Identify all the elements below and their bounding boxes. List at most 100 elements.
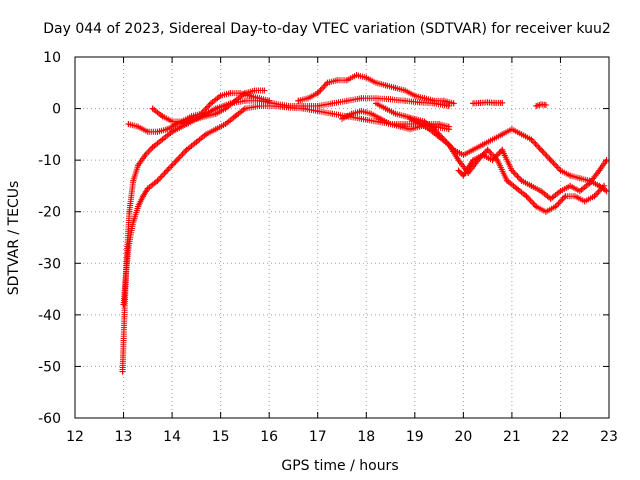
data-point: [455, 167, 462, 174]
tick-labels: 12 13 14 15 16 17 18 19 20 21 22 23 10 0 -10 -20 -30 -40 -…: [38, 50, 618, 445]
data-point: [542, 208, 549, 215]
data-point: [142, 151, 149, 158]
grid: [75, 57, 609, 418]
plot-frame: [74, 56, 610, 419]
data-point: [484, 99, 491, 106]
x-tick-label: 22: [552, 429, 570, 445]
data-point: [470, 157, 477, 164]
x-tick-label: 21: [503, 429, 521, 445]
data-point: [479, 151, 486, 158]
data-point: [484, 146, 491, 153]
data-point: [256, 102, 263, 109]
data-point: [305, 95, 312, 102]
series-track-d: [149, 90, 273, 125]
x-tick-label: 15: [212, 429, 230, 445]
x-tick-label: 17: [309, 429, 327, 445]
data-point: [533, 203, 540, 210]
x-axis-label: GPS time / hours: [281, 458, 398, 474]
data-point: [212, 126, 219, 133]
data-point: [314, 90, 321, 97]
data-point: [426, 126, 433, 133]
data-point: [295, 97, 302, 104]
data-point: [533, 102, 540, 109]
data-point: [562, 193, 569, 200]
data-point: [567, 172, 574, 179]
data-point: [266, 97, 273, 104]
data-point: [212, 110, 219, 117]
data-point: [123, 249, 130, 256]
data-point: [445, 123, 452, 130]
data-point: [149, 105, 156, 112]
data-point: [122, 270, 129, 277]
data-point: [256, 95, 263, 102]
data-point: [489, 136, 496, 143]
data-point: [523, 193, 530, 200]
data-point: [450, 100, 457, 107]
series-track-i: [455, 146, 610, 202]
data-point: [596, 167, 603, 174]
data-point: [324, 79, 331, 86]
data-point: [382, 105, 389, 112]
data-point: [586, 180, 593, 187]
series-track-g: [372, 100, 610, 195]
data-point: [416, 121, 423, 128]
data-point: [120, 337, 127, 344]
data-point: [363, 74, 370, 81]
data-point: [285, 104, 292, 111]
y-tick-label: -60: [38, 411, 61, 427]
series-track-h: [406, 115, 608, 215]
data-point: [154, 128, 161, 135]
data-point: [572, 193, 579, 200]
data-point: [207, 100, 214, 107]
data-point: [528, 182, 535, 189]
x-tick-label: 19: [406, 429, 424, 445]
data-point: [193, 115, 200, 122]
data-point: [421, 118, 428, 125]
y-tick-label: -20: [38, 205, 61, 221]
data-point: [402, 97, 409, 104]
data-point: [358, 108, 365, 115]
data-point: [251, 87, 258, 94]
data-point: [518, 177, 525, 184]
data-point: [120, 301, 127, 308]
data-point: [125, 121, 132, 128]
data-point: [601, 182, 608, 189]
x-tick-label: 23: [600, 429, 618, 445]
y-tick-label: -50: [38, 359, 61, 375]
data-point: [193, 139, 200, 146]
data-point: [538, 188, 545, 195]
data-point: [518, 131, 525, 138]
data-point: [416, 99, 423, 106]
data-point: [513, 185, 520, 192]
data-point: [329, 100, 336, 107]
data-point: [504, 177, 511, 184]
data-point: [154, 177, 161, 184]
data-point: [169, 128, 176, 135]
data-point: [314, 102, 321, 109]
data-point: [499, 146, 506, 153]
data-point: [130, 219, 137, 226]
series-track-j: [470, 99, 506, 107]
data-point: [125, 244, 132, 251]
data-point: [173, 157, 180, 164]
data-point: [402, 113, 409, 120]
marker-track-track-g: [373, 100, 610, 195]
data-point: [246, 92, 253, 99]
data-point: [470, 146, 477, 153]
data-point: [547, 157, 554, 164]
data-point: [392, 110, 399, 117]
x-tick-label: 20: [454, 429, 472, 445]
data-point: [372, 118, 379, 125]
y-tick-label: 0: [52, 102, 61, 118]
data-point: [440, 97, 447, 104]
data-point: [576, 188, 583, 195]
data-point: [358, 95, 365, 102]
data-point: [183, 146, 190, 153]
data-point: [343, 77, 350, 84]
x-tick-label: 18: [357, 429, 375, 445]
x-tick-label: 16: [260, 429, 278, 445]
data-point: [203, 113, 210, 120]
data-point: [421, 95, 428, 102]
data-point: [126, 208, 133, 215]
data-point: [198, 110, 205, 117]
